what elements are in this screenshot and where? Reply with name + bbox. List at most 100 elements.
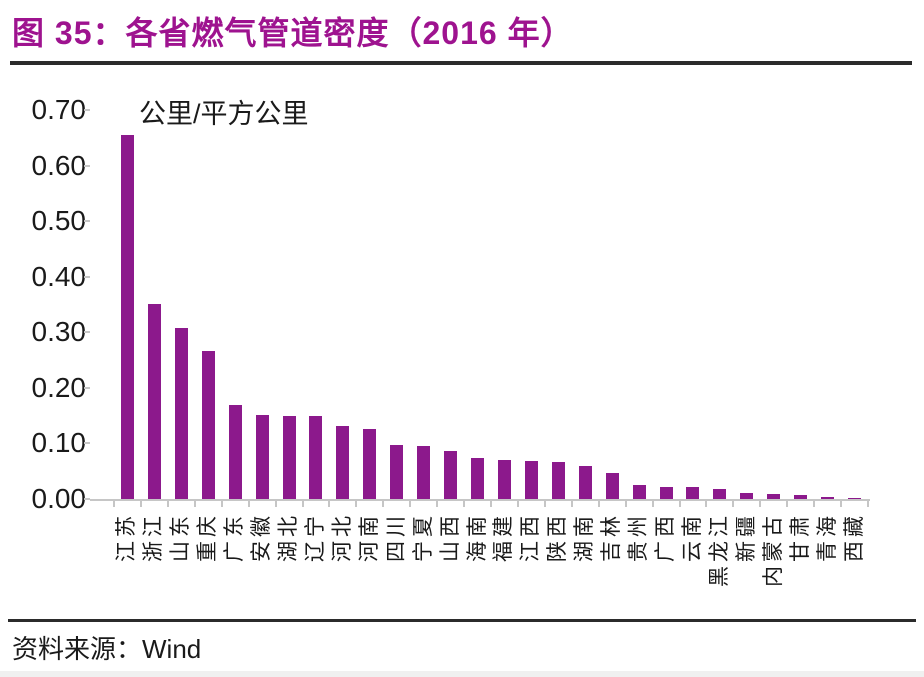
x-axis-tick <box>840 501 843 507</box>
x-axis-tick <box>355 501 358 507</box>
x-axis-tick <box>409 501 412 507</box>
x-axis-label-河南: 河南 <box>357 512 381 562</box>
bar-青海 <box>821 497 835 499</box>
x-axis-tick <box>220 501 223 507</box>
source-value: Wind <box>142 634 202 664</box>
x-axis-tick <box>490 501 492 507</box>
x-axis-label-山西: 山西 <box>438 512 462 562</box>
x-axis-label-甘肃: 甘肃 <box>788 512 812 562</box>
x-axis-tick <box>247 501 250 507</box>
bar-山西 <box>444 451 458 499</box>
y-axis-label: 0.50 <box>31 205 87 237</box>
x-axis-tick <box>786 501 789 507</box>
title-rule <box>10 61 912 65</box>
x-axis-label-内蒙古: 内蒙古 <box>761 512 785 587</box>
x-axis-tick <box>436 501 439 507</box>
bar-河南 <box>363 429 377 499</box>
bar-山东 <box>174 328 188 499</box>
page-bottom-strip <box>0 671 924 677</box>
bar-江苏 <box>120 135 134 499</box>
bar-宁夏 <box>417 446 431 499</box>
x-axis-tick <box>328 501 331 507</box>
x-axis-label-广东: 广东 <box>223 512 247 562</box>
x-axis-tick <box>166 501 169 507</box>
x-axis-tick <box>624 501 627 507</box>
x-axis-tick <box>705 501 708 507</box>
x-axis-tick <box>382 501 385 507</box>
x-axis-label-海南: 海南 <box>465 512 489 562</box>
bar-河北 <box>336 426 350 499</box>
x-axis-label-广西: 广西 <box>654 512 678 562</box>
x-axis-tick <box>193 501 196 507</box>
bar-海南 <box>471 458 485 499</box>
y-axis-tick <box>84 109 90 111</box>
bar-浙江 <box>147 304 161 499</box>
y-axis-label: 0.70 <box>31 94 87 125</box>
figure-title: 图 35：各省燃气管道密度（2016 年） <box>12 15 574 51</box>
x-axis-tick <box>274 501 277 507</box>
y-axis-label: 0.40 <box>31 260 87 292</box>
x-axis-label-宁夏: 宁夏 <box>411 512 435 562</box>
x-axis-label-江西: 江西 <box>519 512 543 562</box>
x-axis-tick <box>678 501 681 507</box>
bar-湖南 <box>578 466 592 499</box>
y-axis-tick <box>84 331 90 334</box>
y-axis-label: 0.20 <box>31 371 87 403</box>
x-axis-label-新疆: 新疆 <box>734 512 758 562</box>
bar-吉林 <box>605 473 619 499</box>
source-label: 资料来源： <box>12 634 143 664</box>
y-axis-tick <box>84 220 90 223</box>
x-axis-label-陕西: 陕西 <box>546 512 570 562</box>
bar-云南 <box>686 487 700 499</box>
y-axis-label: 0.60 <box>31 149 87 181</box>
x-axis-label-辽宁: 辽宁 <box>303 512 327 562</box>
x-axis-label-湖北: 湖北 <box>277 512 301 562</box>
y-axis-tick <box>84 164 90 167</box>
x-axis-tick <box>543 501 546 507</box>
bar-甘肃 <box>794 495 808 499</box>
y-axis-unit-label: 公里/平方公里 <box>139 99 309 129</box>
y-axis-tick <box>84 275 90 278</box>
bar-广东 <box>228 405 242 499</box>
x-axis-tick <box>463 501 466 507</box>
x-axis-label-云南: 云南 <box>680 512 704 562</box>
y-axis-tick <box>84 386 90 389</box>
y-axis-tick <box>84 442 90 445</box>
x-axis-tick <box>570 501 573 507</box>
bar-陕西 <box>551 462 565 499</box>
source-note: 资料来源：Wind <box>12 629 201 666</box>
x-axis-label-安徽: 安徽 <box>250 512 274 562</box>
x-axis-label-湖南: 湖南 <box>573 512 597 562</box>
bar-重庆 <box>201 351 215 499</box>
y-axis-label: 0.30 <box>31 316 87 348</box>
x-axis-tick <box>651 501 654 507</box>
x-axis-tick <box>516 501 519 507</box>
bar-四川 <box>390 445 404 499</box>
x-axis-tick <box>597 501 600 507</box>
bar-广西 <box>659 487 673 499</box>
x-axis-tick <box>301 501 304 507</box>
x-axis-label-贵州: 贵州 <box>627 512 651 562</box>
bar-内蒙古 <box>767 494 781 499</box>
footer-rule <box>8 619 916 622</box>
x-axis-tick <box>139 501 142 507</box>
y-axis-tick <box>84 498 90 500</box>
x-axis-label-山东: 山东 <box>169 512 193 562</box>
x-axis-tick <box>867 501 869 507</box>
x-axis-label-江苏: 江苏 <box>115 512 139 562</box>
x-axis-label-河北: 河北 <box>330 512 354 562</box>
x-axis-tick <box>759 501 762 507</box>
bar-辽宁 <box>309 416 323 499</box>
x-axis-label-西藏: 西藏 <box>842 512 866 562</box>
x-axis-label-吉林: 吉林 <box>600 512 624 562</box>
bar-新疆 <box>740 493 754 499</box>
x-axis-label-浙江: 浙江 <box>142 512 166 562</box>
bar-湖北 <box>282 416 296 499</box>
x-axis-tick <box>813 501 816 507</box>
bar-福建 <box>497 460 511 499</box>
x-axis-tick <box>113 501 115 507</box>
y-axis-label: 0.00 <box>31 483 87 514</box>
x-axis-label-福建: 福建 <box>492 512 516 562</box>
y-axis-label: 0.10 <box>31 427 87 459</box>
